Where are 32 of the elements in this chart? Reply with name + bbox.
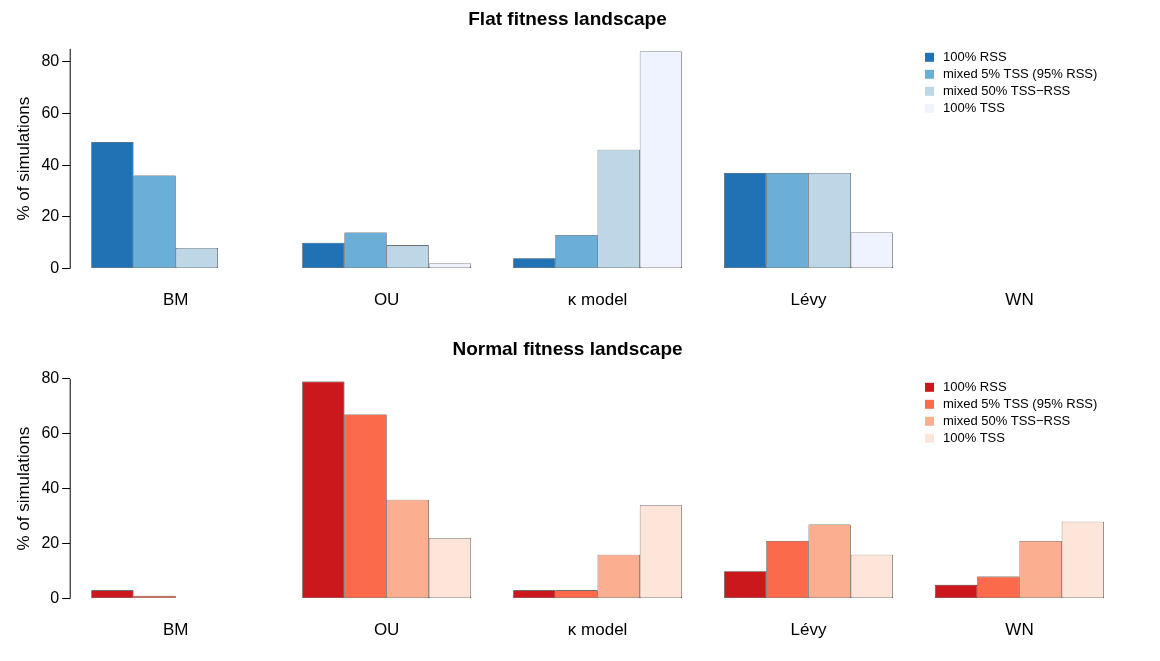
legend-label: 100% TSS xyxy=(943,100,1006,116)
x-tick-label: OU xyxy=(373,290,400,310)
y-tick-label: 40 xyxy=(41,155,60,173)
y-tick-label: 80 xyxy=(41,52,60,70)
y-tick-label: 20 xyxy=(41,534,60,552)
x-tick-label: WN xyxy=(1005,290,1034,310)
x-tick-label: κ model xyxy=(567,290,628,310)
y-tick-label: 0 xyxy=(50,259,60,277)
x-tick-label: OU xyxy=(373,620,400,640)
y-tick-label: 20 xyxy=(41,207,60,225)
x-tick-label: Lévy xyxy=(790,290,828,310)
y-tick-label: 0 xyxy=(50,589,60,607)
legend-label: mixed 5% TSS (95% RSS) xyxy=(943,396,1098,412)
legend-label: 100% RSS xyxy=(943,379,1007,395)
x-tick-label: BM xyxy=(162,290,189,310)
legend-label: mixed 50% TSS−RSS xyxy=(943,83,1071,99)
legend-label: 100% RSS xyxy=(943,49,1007,65)
chart-title: Flat fitness landscape xyxy=(468,7,667,29)
y-tick-label: 60 xyxy=(41,424,60,442)
x-tick-label: κ model xyxy=(567,620,628,640)
legend-label: mixed 5% TSS (95% RSS) xyxy=(943,66,1098,82)
legend-label: mixed 50% TSS−RSS xyxy=(943,413,1071,429)
y-axis-title: % of simulations xyxy=(13,96,33,221)
legend-label: 100% TSS xyxy=(943,430,1006,446)
chart-title: Normal fitness landscape xyxy=(452,337,683,359)
y-tick-label: 40 xyxy=(41,479,60,497)
y-tick-label: 60 xyxy=(41,103,60,121)
y-tick-label: 80 xyxy=(41,369,60,387)
y-axis-title: % of simulations xyxy=(13,426,33,551)
x-tick-label: Lévy xyxy=(790,620,828,640)
x-tick-label: BM xyxy=(162,620,189,640)
x-tick-label: WN xyxy=(1005,620,1034,640)
